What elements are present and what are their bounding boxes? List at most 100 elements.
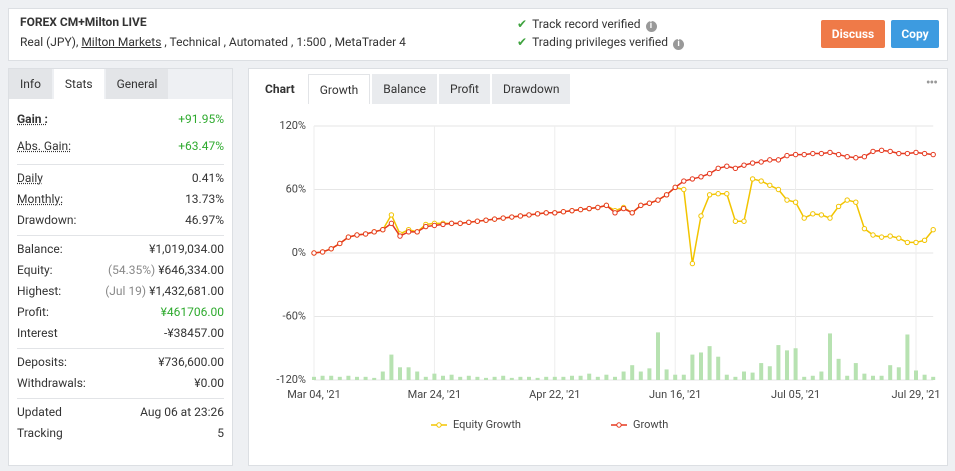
point [466,219,472,226]
volume-bar [647,368,652,380]
tab[interactable]: Growth [307,74,371,104]
stats-row: Deposits: ¥736,600.00 [17,352,224,373]
point [878,234,885,240]
legend-label: Growth [633,418,668,431]
volume-bar [449,374,454,380]
stats-value-wrap: (54.35%) ¥646,334.00 [108,260,224,281]
volume-bar [621,371,626,380]
point [388,212,395,218]
tab[interactable]: Balance [372,74,438,104]
point [672,184,678,191]
point [689,176,696,182]
account-details: Real (JPY), Milton Markets , Technical ,… [20,35,406,49]
tab: Chart [265,82,295,96]
point [758,159,764,165]
point [311,250,317,256]
stats-value: 5 [217,426,224,440]
point [758,178,764,184]
point [913,149,919,156]
volume-bar [484,377,488,380]
point [861,225,868,232]
stats-value: ¥461706.00 [160,305,224,319]
point [775,186,782,193]
y-tick-label: -120% [276,373,306,386]
stats-label: Drawdown: [17,213,77,227]
stats-tabs: Info Stats General [9,69,232,99]
tab[interactable]: Stats [53,69,104,99]
point [345,234,352,240]
stats-group: Daily 0.41% Monthly: 13.73% Drawdown: 46.97% [17,165,224,236]
volume-bar [699,352,703,380]
point [861,153,868,160]
volume-bar [785,350,789,380]
y-tick-label: -60% [283,309,306,322]
stats-value: 13.73% [185,192,224,206]
volume-bar [819,371,824,380]
point [638,202,644,209]
volume-bar [853,363,858,380]
volume-bar [312,376,316,380]
point [689,260,696,267]
stats-row: Abs. Gain: +63.47% [17,133,224,160]
volume-bar [931,376,936,380]
volume-bar [767,366,772,380]
broker-link[interactable]: Milton Markets [81,35,162,49]
tab[interactable]: Drawdown [491,74,571,104]
point [853,199,859,205]
stats-row: Balance: ¥1,019,034.00 [17,239,224,260]
point [388,220,395,227]
stats-value: ¥0.00 [194,376,224,390]
point [853,155,859,161]
volume-bar [810,375,815,380]
volume-bar [690,354,695,380]
x-tick-label: Apr 22, '21 [529,388,580,401]
point [526,212,532,218]
tab[interactable]: Info [9,69,52,99]
volume-bar [750,372,755,380]
point [569,207,575,214]
stats-value: 46.97% [185,213,224,227]
point [844,197,850,203]
point [706,192,713,198]
volume-bar [724,374,729,380]
point [405,229,412,235]
point [655,197,661,203]
stats-label: Deposits: [17,355,67,369]
point [930,151,936,158]
stats-note: (Jul 19) [105,284,147,298]
chart-panel: -120% -60% 0% 60% 120% Mar 04, '21 Mar 24, '21… [248,68,948,466]
point [543,210,549,216]
point [801,151,807,158]
stats-label: Monthly: [17,192,63,206]
stats-label: Profit: [17,305,49,319]
stats-group: Gain : +91.95% Abs. Gain: +63.47% [17,103,224,165]
point [448,220,455,227]
stats-row: Daily 0.41% [17,168,224,189]
stats-value: Aug 06 at 23:26 [140,405,224,419]
volume-bar [828,333,832,380]
point [913,239,919,246]
stats-value-wrap: +63.47% [178,133,224,160]
discuss-button[interactable]: Discuss [821,20,885,48]
copy-button[interactable]: Copy [891,20,939,48]
stats-row: Monthly: 13.73% [17,189,224,210]
account-info: , Technical , Automated , 1:500 , MetaTr… [164,35,406,49]
menu-dots[interactable]: ••• [925,75,938,91]
volume-bar [879,375,884,380]
point [792,199,799,205]
volume-bar [527,376,531,380]
volume-bar [604,374,609,380]
tab[interactable]: Profit [439,74,490,104]
tab[interactable]: General [105,69,169,99]
volume-bar [458,376,463,380]
x-tick-label: Jul 05, '21 [771,388,820,401]
x-tick-label: Jun 16, '21 [649,388,701,401]
stats-label: Abs. Gain: [17,139,72,153]
point [767,182,773,188]
volume-bar [664,369,669,380]
stats-value-wrap: ¥736,600.00 [158,352,224,373]
volume-bar [337,376,342,380]
stats-label: Daily [17,171,43,185]
volume-bar [320,375,325,380]
